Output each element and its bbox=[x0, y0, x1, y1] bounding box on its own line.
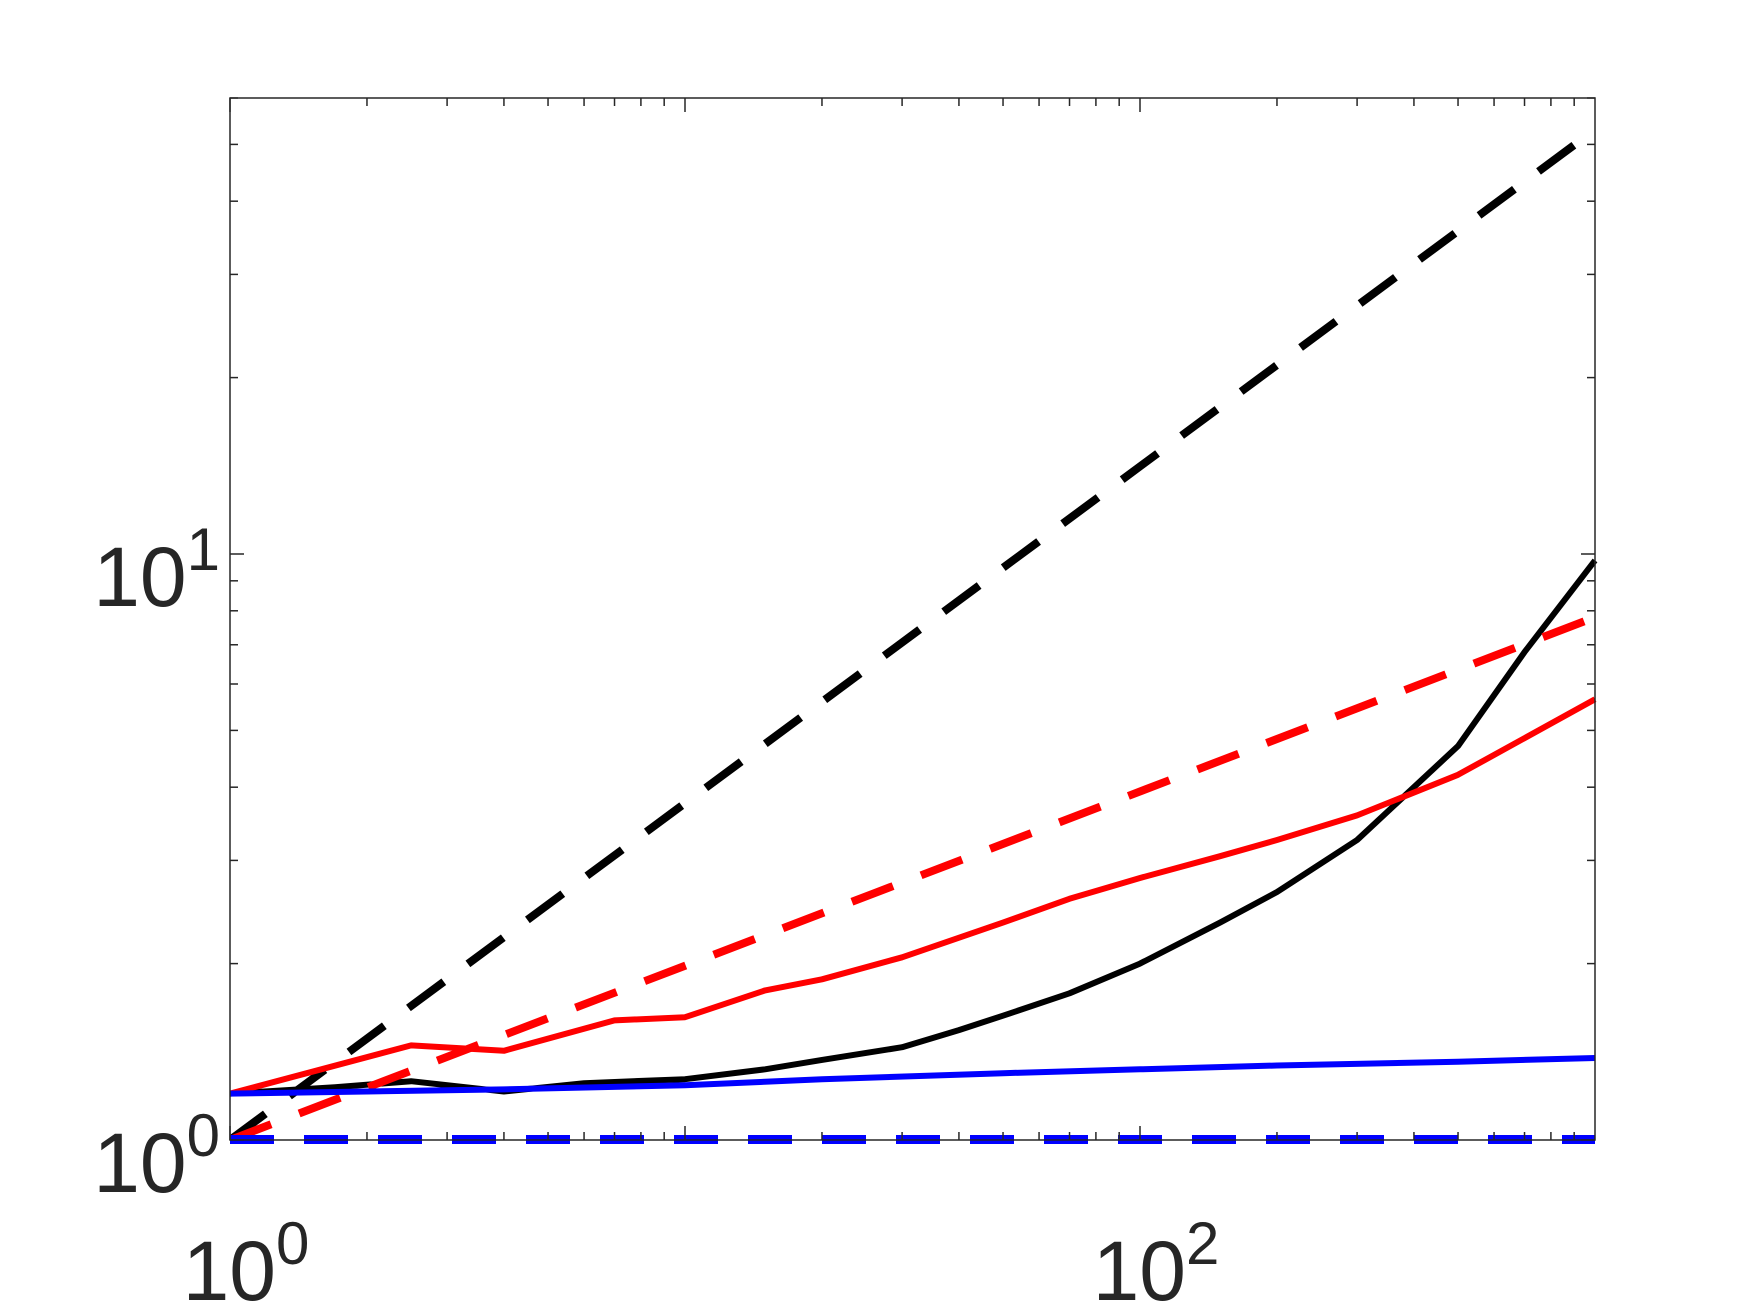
series-line-5 bbox=[230, 1055, 1596, 1097]
minor-ticks bbox=[229, 97, 1595, 1141]
x-tick-labels: 100 102 bbox=[183, 1210, 1220, 1313]
series-line-1 bbox=[230, 126, 1598, 1144]
x-tick-label: 100 bbox=[183, 1210, 310, 1313]
series-layer bbox=[230, 126, 1598, 1144]
y-tick-labels: 100 101 bbox=[93, 516, 220, 1210]
series-line-2 bbox=[230, 558, 1598, 1097]
series-line-3 bbox=[230, 613, 1597, 1144]
plot-frame bbox=[229, 97, 1596, 1141]
y-tick-label: 101 bbox=[93, 516, 220, 624]
y-tick-label: 100 bbox=[93, 1102, 220, 1210]
x-tick-label: 102 bbox=[1093, 1210, 1220, 1313]
series-line-4 bbox=[230, 696, 1597, 1097]
